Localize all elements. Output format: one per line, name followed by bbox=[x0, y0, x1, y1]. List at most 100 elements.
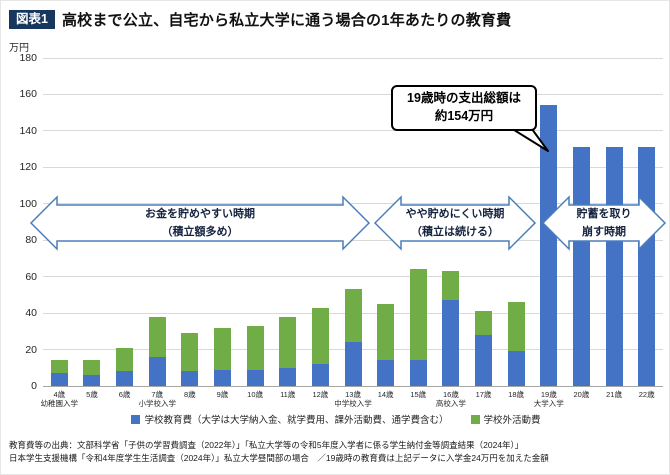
x-axis-tick: 18歳 bbox=[508, 390, 525, 399]
bar-segment bbox=[83, 360, 101, 376]
x-axis-tick: 9歳 bbox=[216, 390, 229, 399]
y-axis-unit-label: 万円 bbox=[9, 43, 29, 54]
bar-segment bbox=[246, 325, 264, 370]
bar-segment bbox=[638, 147, 656, 386]
period-label-2-line2: （積立は続ける） bbox=[411, 226, 499, 238]
bar-segment bbox=[507, 351, 525, 386]
bar-segment bbox=[181, 333, 199, 372]
y-axis-tick: 80 bbox=[25, 234, 37, 247]
bar-segment bbox=[311, 364, 329, 386]
x-axis-sublabel: 大学入学 bbox=[533, 399, 564, 408]
y-axis-tick: 0 bbox=[31, 380, 37, 392]
bar-segment bbox=[409, 360, 427, 386]
period-label-3-line1: 貯蓄を取り bbox=[576, 208, 632, 220]
period-label-1: お金を貯めやすい時期 （積立額多め） bbox=[80, 205, 320, 241]
x-axis-tick: 10歳 bbox=[247, 390, 264, 399]
header: 図表1 高校まで公立、自宅から私立大学に通う場合の1年あたりの教育費 bbox=[9, 9, 511, 30]
y-axis-tick: 40 bbox=[25, 307, 37, 320]
y-axis-tick: 100 bbox=[19, 197, 37, 210]
callout-line2: 約154万円 bbox=[434, 109, 494, 123]
y-axis-tick: 20 bbox=[25, 343, 37, 356]
bar-segment bbox=[442, 300, 460, 386]
x-axis-tick: 22歳 bbox=[638, 390, 655, 399]
bar-segment bbox=[116, 347, 134, 372]
source-footnote: 教育費等の出典：文部科学省「子供の学習費調査（2022年）」「私立大学等の令和5… bbox=[9, 439, 665, 465]
gridline bbox=[43, 276, 663, 278]
bar-segment bbox=[344, 342, 362, 386]
bar-segment bbox=[279, 316, 297, 368]
x-axis-tick: 12歳 bbox=[312, 390, 329, 399]
gridline bbox=[43, 57, 663, 59]
footnote-line1: 教育費等の出典：文部科学省「子供の学習費調査（2022年）」「私立大学等の令和5… bbox=[9, 440, 524, 450]
bar-segment bbox=[540, 105, 558, 386]
y-axis-tick: 120 bbox=[19, 161, 37, 174]
page-title: 高校まで公立、自宅から私立大学に通う場合の1年あたりの教育費 bbox=[61, 12, 512, 29]
gridline bbox=[43, 130, 663, 132]
y-axis-tick: 160 bbox=[19, 88, 37, 101]
x-axis-tick: 8歳 bbox=[183, 390, 196, 399]
x-axis-sublabel: 中学校入学 bbox=[334, 399, 372, 408]
legend: 学校教育費（大学は大学納入金、就学費用、課外活動費、通学費含む） 学校外活動費 bbox=[1, 412, 669, 426]
bar-segment bbox=[409, 269, 427, 361]
x-axis-tick: 4歳 bbox=[53, 390, 66, 399]
bar-segment bbox=[181, 371, 199, 386]
bar-segment bbox=[50, 373, 68, 386]
x-axis-tick: 17歳 bbox=[475, 390, 492, 399]
bar-segment bbox=[377, 360, 395, 386]
legend-swatch-blue bbox=[131, 414, 141, 424]
bar-segment bbox=[442, 271, 460, 301]
legend-label-school-education: 学校教育費（大学は大学納入金、就学費用、課外活動費、通学費含む） bbox=[144, 415, 449, 426]
total-spend-callout: 19歳時の支出総額は 約154万円 bbox=[391, 85, 537, 131]
x-axis-sublabel: 高校入学 bbox=[435, 399, 466, 408]
x-axis-tick: 11歳 bbox=[280, 390, 296, 399]
x-axis-tick: 19歳 bbox=[540, 390, 557, 399]
legend-item-outside-school: 学校外活動費 bbox=[470, 412, 541, 426]
bar-segment bbox=[213, 327, 231, 370]
gridline bbox=[43, 93, 663, 95]
y-axis-tick: 60 bbox=[25, 270, 37, 283]
x-axis-tick: 21歳 bbox=[606, 390, 622, 399]
bar-segment bbox=[507, 302, 525, 352]
bar-segment bbox=[148, 316, 166, 357]
bar-segment bbox=[50, 360, 68, 374]
bar-segment bbox=[475, 334, 493, 386]
x-axis-tick: 16歳 bbox=[442, 390, 459, 399]
period-label-2-line1: やや貯めにくい時期 bbox=[405, 208, 505, 220]
x-axis-sublabel: 幼稚園入学 bbox=[40, 399, 79, 408]
period-label-3-line2: 崩す時期 bbox=[582, 226, 626, 238]
bar-segment bbox=[279, 367, 297, 386]
bar-segment bbox=[605, 147, 623, 386]
period-label-3: 貯蓄を取り 崩す時期 bbox=[554, 205, 654, 241]
bar-segment bbox=[246, 369, 264, 386]
figure-number-badge: 図表1 bbox=[9, 10, 55, 29]
y-axis-tick: 180 bbox=[19, 52, 37, 64]
period-label-2: やや貯めにくい時期 （積立は続ける） bbox=[375, 205, 535, 241]
bar-segment bbox=[83, 375, 101, 386]
bar-segment bbox=[213, 369, 231, 386]
bar-segment bbox=[116, 371, 134, 386]
x-axis-tick: 7歳 bbox=[151, 390, 164, 399]
x-axis-line bbox=[43, 386, 663, 387]
bar-segment bbox=[475, 311, 493, 335]
callout-line1: 19歳時の支出総額は bbox=[407, 91, 521, 105]
gridline bbox=[43, 166, 663, 168]
period-label-1-line2: （積立額多め） bbox=[161, 226, 239, 238]
bar-segment bbox=[572, 147, 590, 386]
bar-segment bbox=[148, 356, 166, 386]
x-axis-tick: 15歳 bbox=[410, 390, 427, 399]
legend-label-outside-school: 学校外活動費 bbox=[483, 415, 541, 426]
x-axis-tick: 13歳 bbox=[345, 390, 361, 399]
y-axis-tick: 140 bbox=[19, 124, 37, 137]
x-axis-tick: 14歳 bbox=[377, 390, 394, 399]
legend-swatch-green bbox=[470, 414, 480, 424]
x-axis-sublabel: 小学校入学 bbox=[138, 399, 176, 408]
footnote-line2: 日本学生支援機構「令和4年度学生生活調査（2024年）」私立大学昼間部の場合 ／… bbox=[9, 453, 549, 464]
x-axis-tick: 5歳 bbox=[86, 390, 98, 399]
x-axis-tick: 6歳 bbox=[118, 390, 131, 399]
bar-segment bbox=[311, 307, 329, 365]
bar-segment bbox=[377, 304, 395, 361]
x-axis-tick: 20歳 bbox=[573, 390, 590, 399]
period-label-1-line1: お金を貯めやすい時期 bbox=[145, 208, 255, 220]
bar-segment bbox=[344, 289, 362, 343]
